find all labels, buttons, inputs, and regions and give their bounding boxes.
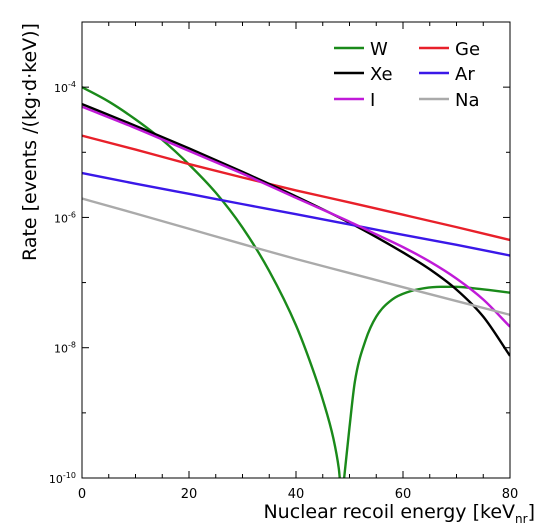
y-tick-label--8: 10-8 xyxy=(54,341,76,356)
series-line-ar xyxy=(82,171,510,257)
series-layer xyxy=(82,86,510,478)
x-tick-label-80: 80 xyxy=(502,487,519,502)
series-line-ge xyxy=(82,134,510,242)
legend-item-ge: Ge xyxy=(419,39,480,60)
y-tick-label--6: 10-6 xyxy=(54,210,76,225)
series-line-xe xyxy=(82,102,510,357)
y-tick-label--10: 10-10 xyxy=(49,471,76,486)
y-axis-label: Rate [events /(kg·d·keV)] xyxy=(19,23,41,261)
x-tick-label-20: 20 xyxy=(181,487,198,502)
series-line-na xyxy=(82,197,510,316)
series-line-w xyxy=(82,86,510,478)
legend-item-ar: Ar xyxy=(419,64,475,85)
x-axis-label-subscript: nr xyxy=(515,512,528,526)
legend-label-i: I xyxy=(370,90,375,111)
legend-label-xe: Xe xyxy=(370,64,393,85)
x-tick-label-0: 0 xyxy=(78,487,86,502)
legend-label-na: Na xyxy=(455,90,480,111)
y-tick-label--4: 10-4 xyxy=(54,80,76,95)
legend-item-xe: Xe xyxy=(334,64,393,85)
legend: W Ge Xe Ar I Na xyxy=(334,39,480,111)
legend-label-ge: Ge xyxy=(455,39,480,60)
legend-item-i: I xyxy=(334,90,375,111)
x-axis-label: Nuclear recoil energy [keVnr] xyxy=(263,501,535,526)
series-line-i xyxy=(82,105,510,328)
legend-item-na: Na xyxy=(419,90,480,111)
legend-label-w: W xyxy=(370,39,388,60)
x-tick-label-40: 40 xyxy=(288,487,305,502)
x-tick-label-60: 60 xyxy=(395,487,412,502)
plot-frame xyxy=(81,21,511,479)
legend-label-ar: Ar xyxy=(455,64,475,85)
legend-item-w: W xyxy=(334,39,388,60)
ticks-layer: 0 20 40 60 80 10-4 10-6 10-8 10-10 xyxy=(49,21,519,502)
